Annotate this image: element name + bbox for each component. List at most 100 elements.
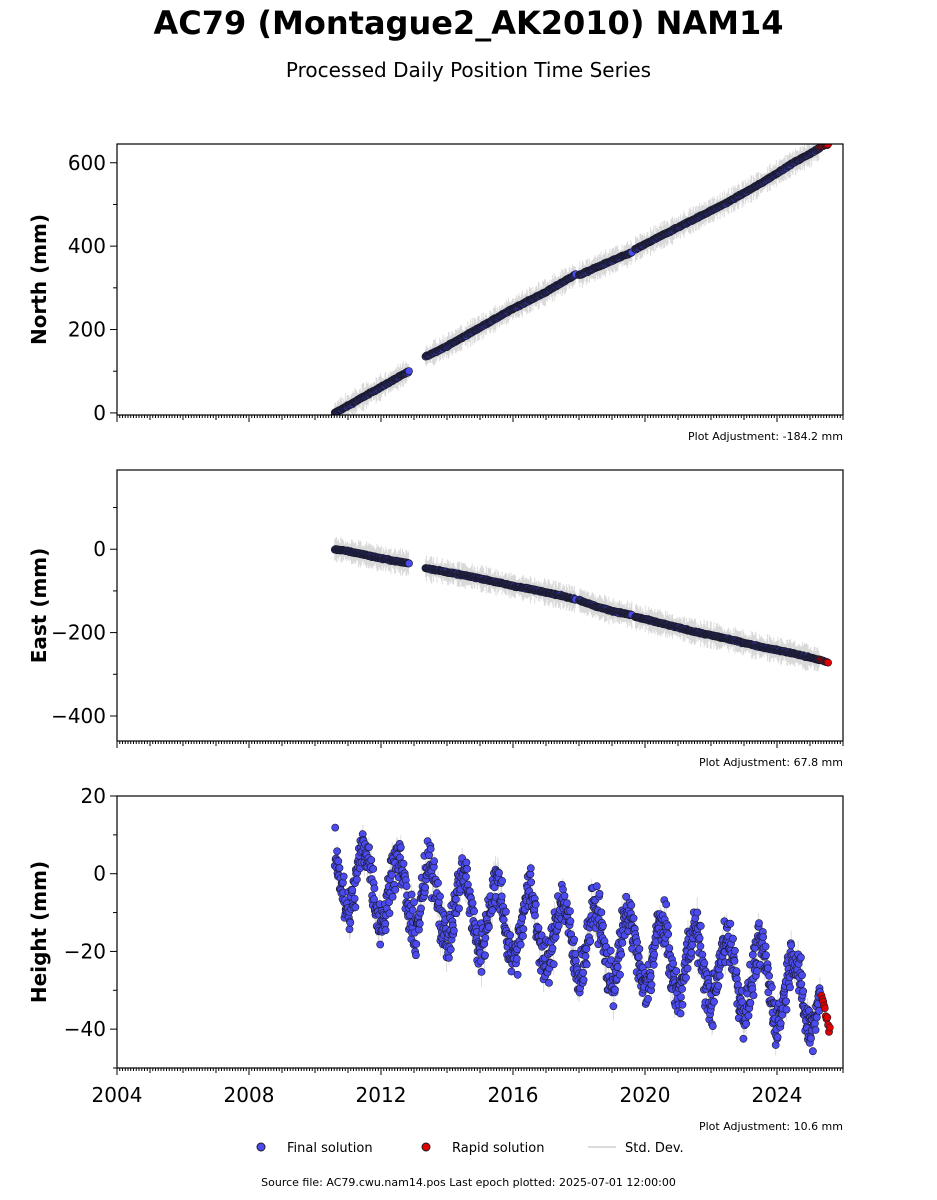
data-point-final bbox=[455, 904, 463, 913]
data-point-final bbox=[531, 911, 539, 920]
data-point-final bbox=[548, 944, 557, 953]
data-point-final bbox=[434, 879, 442, 887]
data-point-final bbox=[391, 885, 400, 894]
data-point-final bbox=[495, 869, 503, 877]
data-point-final bbox=[402, 882, 411, 890]
data-point-final bbox=[405, 367, 413, 375]
data-point-final bbox=[385, 909, 394, 918]
data-point-final bbox=[499, 915, 508, 924]
data-point-final bbox=[436, 892, 444, 901]
data-point-final bbox=[451, 895, 460, 904]
data-point-final bbox=[554, 921, 563, 930]
y-tick-label: 0 bbox=[93, 401, 106, 425]
data-point-final bbox=[519, 932, 527, 940]
data-point-final bbox=[370, 884, 379, 893]
data-point-final bbox=[526, 864, 535, 873]
data-point-final bbox=[513, 970, 522, 979]
data-point-final bbox=[446, 945, 455, 954]
data-point-final bbox=[497, 892, 506, 901]
data-point-final bbox=[331, 823, 340, 832]
panel-east: −400 −200 0 East (mm) Plot Adjustment: 67.8 … bbox=[27, 469, 844, 769]
data-point-final bbox=[566, 917, 575, 926]
data-point-final bbox=[387, 870, 396, 879]
data-point-final bbox=[519, 925, 528, 933]
axes-frame bbox=[116, 143, 844, 416]
data-point-final bbox=[365, 843, 373, 852]
data-point-final bbox=[426, 845, 435, 853]
data-point-final bbox=[333, 847, 341, 856]
data-point-final bbox=[350, 894, 359, 903]
data-point-final bbox=[405, 559, 413, 568]
data-point-final bbox=[346, 918, 355, 927]
y-tick-label: 0 bbox=[93, 537, 106, 561]
data-point-final bbox=[430, 857, 438, 865]
data-point-final bbox=[501, 907, 510, 916]
page-subtitle: Processed Daily Position Time Series bbox=[285, 58, 652, 82]
data-point-final bbox=[566, 907, 574, 915]
data-point-final bbox=[470, 907, 478, 916]
data-point-final bbox=[463, 880, 472, 889]
y-tick-label: 400 bbox=[68, 234, 106, 258]
data-point-final bbox=[545, 979, 553, 987]
plot-area bbox=[330, 823, 834, 1059]
data-point-final bbox=[388, 893, 397, 901]
data-point-final bbox=[531, 900, 540, 909]
plot-adjustment-note: Plot Adjustment: -184.2 mm bbox=[688, 430, 843, 443]
data-point-final bbox=[507, 967, 516, 976]
data-point-final bbox=[462, 858, 471, 867]
panel-north: 0 200 400 600 North (mm) Plot Adjustment: -18… bbox=[27, 143, 844, 443]
data-point-final bbox=[415, 919, 424, 928]
plot-area bbox=[330, 144, 832, 415]
data-point-final bbox=[563, 899, 571, 907]
data-point-final bbox=[484, 923, 493, 931]
panel-height: 2004 2008 2012 2016 2020 2024−40−20020Height … bbox=[27, 784, 844, 1133]
y-tick-label: 200 bbox=[68, 318, 106, 342]
data-point-final bbox=[498, 877, 506, 885]
y-axis-label: North (mm) bbox=[27, 214, 51, 345]
data-point-final bbox=[476, 957, 485, 966]
data-point-final bbox=[370, 895, 378, 904]
y-tick-label: −200 bbox=[51, 621, 106, 645]
page-title: AC79 (Montague2_AK2010) NAM14 bbox=[153, 4, 784, 42]
data-point-final bbox=[367, 856, 376, 864]
data-point-final bbox=[534, 924, 543, 932]
data-point-final bbox=[411, 951, 420, 960]
data-point-final bbox=[481, 951, 489, 960]
data-point-final bbox=[549, 960, 558, 969]
data-point-final bbox=[417, 904, 425, 913]
data-point-final bbox=[444, 954, 453, 962]
data-point-final bbox=[449, 926, 458, 935]
y-tick-label: −400 bbox=[51, 704, 106, 728]
data-point-final bbox=[376, 940, 385, 949]
data-point-final bbox=[527, 878, 536, 887]
data-point-final bbox=[481, 934, 490, 942]
data-point-final bbox=[463, 865, 471, 873]
data-point-final bbox=[468, 899, 477, 907]
data-point-final bbox=[369, 865, 378, 873]
data-point-final bbox=[412, 940, 421, 948]
data-point-final bbox=[421, 883, 430, 892]
data-point-final bbox=[560, 892, 569, 900]
data-point-final bbox=[396, 843, 405, 852]
data-point-final bbox=[488, 906, 497, 915]
data-point-final bbox=[516, 940, 525, 949]
y-axis-label: East (mm) bbox=[27, 548, 51, 664]
data-point-final bbox=[559, 885, 567, 894]
data-point-final bbox=[351, 903, 360, 912]
data-point-final bbox=[348, 886, 357, 894]
data-point-final bbox=[512, 954, 521, 963]
data-point-final bbox=[407, 890, 416, 899]
data-point-final bbox=[477, 968, 486, 976]
plot-adjustment-note: Plot Adjustment: 67.8 mm bbox=[699, 756, 843, 769]
data-point-final bbox=[571, 957, 580, 965]
data-point-final bbox=[339, 872, 348, 881]
data-point-final bbox=[408, 906, 417, 915]
data-point-rapid bbox=[824, 658, 832, 667]
plot-area bbox=[330, 536, 832, 672]
data-point-final bbox=[335, 864, 344, 872]
data-point-final bbox=[399, 859, 408, 868]
data-point-final bbox=[570, 935, 579, 944]
data-point-final bbox=[334, 857, 343, 866]
data-point-final bbox=[462, 872, 470, 881]
